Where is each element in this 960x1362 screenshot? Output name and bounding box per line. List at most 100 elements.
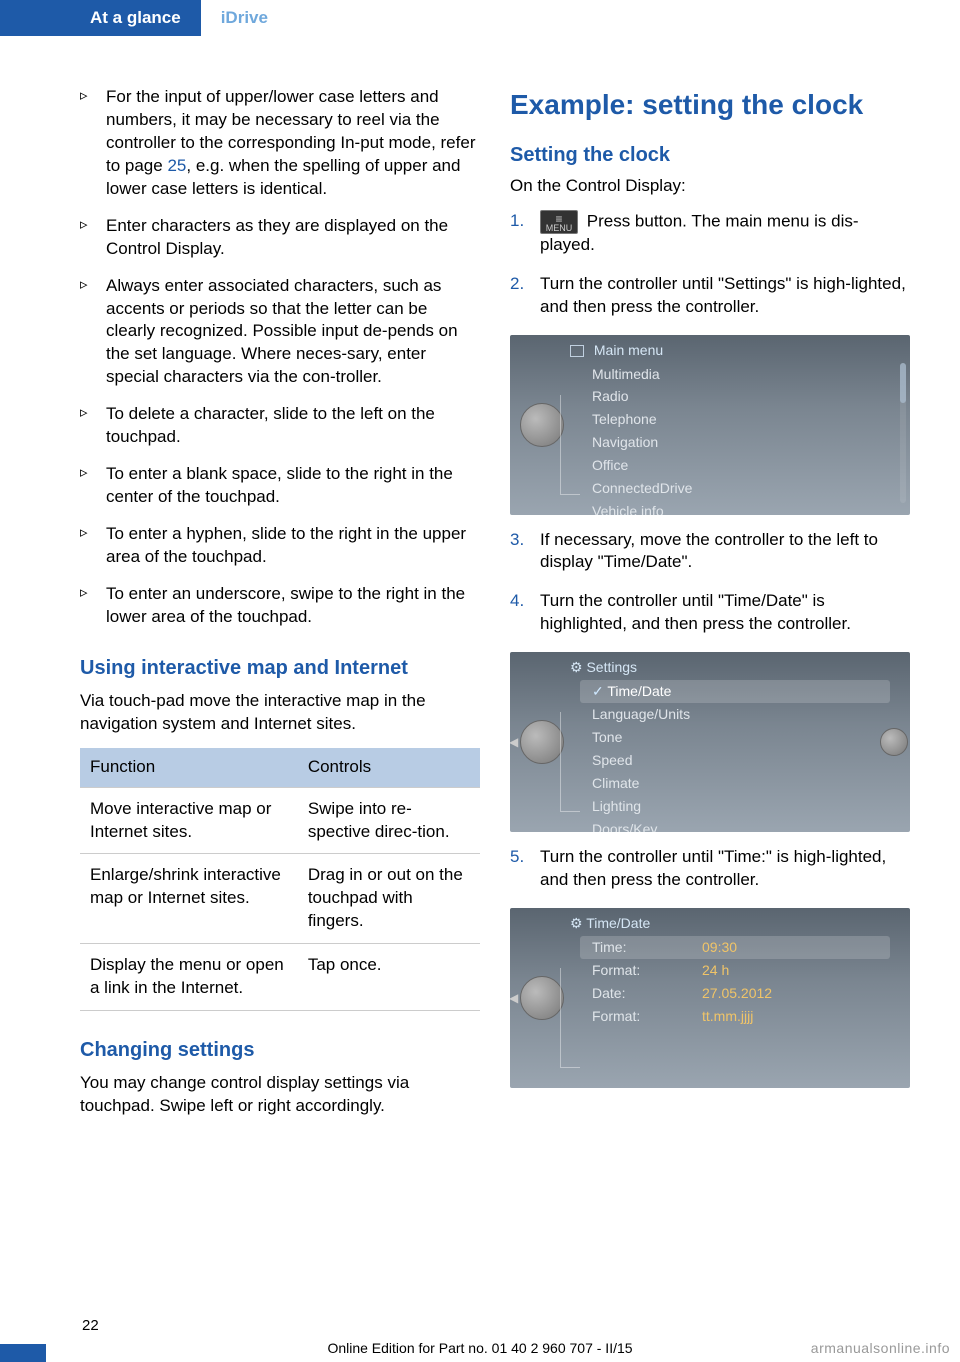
bullet-item: To delete a character, slide to the left… xyxy=(80,403,480,449)
bullet-item: To enter a hyphen, slide to the right in… xyxy=(80,523,480,569)
page-header: At a glance iDrive xyxy=(0,0,960,36)
header-subsection: iDrive xyxy=(201,0,960,36)
intro-text: On the Control Display: xyxy=(510,175,910,198)
bullet-list: For the input of upper/lower case letter… xyxy=(80,86,480,629)
settings-item: Climate xyxy=(580,772,890,795)
table-row: Enlarge/shrink interactive map or Intern… xyxy=(80,854,480,944)
menu-item: Telephone xyxy=(580,408,890,431)
page-footer: 22 Online Edition for Part no. 01 40 2 9… xyxy=(0,1314,960,1362)
paragraph-map: Via touch-pad move the interactive map i… xyxy=(80,690,480,736)
idrive-screen-time-date: ⚙ Time/Date Time:09:30Format:24 hDate:27… xyxy=(510,908,910,1088)
menu-item: Navigation xyxy=(580,431,890,454)
time-date-row: Format:24 h xyxy=(580,959,890,982)
menu-item: ConnectedDrive xyxy=(580,477,890,500)
settings-item: Tone xyxy=(580,726,890,749)
row-value: tt.mm.jjjj xyxy=(702,1007,753,1026)
bullet-item: Enter characters as they are displayed o… xyxy=(80,215,480,261)
step-2-text: Turn the controller until "Settings" is … xyxy=(540,274,906,316)
manual-page: At a glance iDrive For the input of uppe… xyxy=(0,0,960,1362)
content-columns: For the input of upper/lower case letter… xyxy=(0,36,960,1130)
row-label: Time: xyxy=(592,938,702,957)
time-date-list: Time:09:30Format:24 hDate:27.05.2012Form… xyxy=(580,936,890,1028)
screen-title-text: Main menu xyxy=(594,342,663,358)
step-5-text: Turn the controller until "Time:" is hig… xyxy=(540,847,886,889)
menu-item: Radio xyxy=(580,385,890,408)
menu-list: MultimediaRadioTelephoneNavigationOffice… xyxy=(580,363,890,515)
scrollbar xyxy=(900,363,906,503)
idrive-screen-settings: ⚙ Settings Time/DateLanguage/UnitsToneSp… xyxy=(510,652,910,832)
right-column: Example: setting the clock Setting the c… xyxy=(510,86,910,1130)
step-4: Turn the controller until "Time/Date" is… xyxy=(510,590,910,636)
controller-knob-icon xyxy=(520,976,564,1020)
menu-item: Multimedia xyxy=(580,363,890,386)
bullet-item: To enter a blank space, slide to the rig… xyxy=(80,463,480,509)
settings-item: Doors/Key xyxy=(580,818,890,833)
steps-list-3: Turn the controller until "Time:" is hig… xyxy=(510,846,910,892)
table-cell: Tap once. xyxy=(298,944,480,1011)
controller-knob-icon xyxy=(520,720,564,764)
step-2: Turn the controller until "Settings" is … xyxy=(510,273,910,319)
gear-icon: ⚙ xyxy=(570,915,586,931)
connector-line xyxy=(560,968,580,1068)
menu-button-icon: MENU xyxy=(540,210,578,234)
idrive-screen-main-menu: Main menu MultimediaRadioTelephoneNaviga… xyxy=(510,335,910,515)
row-value: 27.05.2012 xyxy=(702,984,772,1003)
menu-title-icon xyxy=(570,345,584,357)
step-3: If necessary, move the controller to the… xyxy=(510,529,910,575)
paragraph-change: You may change control display settings … xyxy=(80,1072,480,1118)
table-body: Move interactive map or Internet sites.S… xyxy=(80,787,480,1011)
table-cell: Enlarge/shrink interactive map or Intern… xyxy=(80,854,298,944)
row-value: 24 h xyxy=(702,961,729,980)
table-header-cell: Controls xyxy=(298,748,480,787)
page-number: 22 xyxy=(82,1317,99,1334)
header-section: At a glance xyxy=(0,0,201,36)
time-date-row: Format:tt.mm.jjjj xyxy=(580,1005,890,1028)
left-column: For the input of upper/lower case letter… xyxy=(80,86,480,1130)
settings-item: Lighting xyxy=(580,795,890,818)
table-row: Display the menu or open a link in the I… xyxy=(80,944,480,1011)
page-reference-link[interactable]: 25 xyxy=(167,156,186,175)
settings-item: Speed xyxy=(580,749,890,772)
bullet-item: For the input of upper/lower case letter… xyxy=(80,86,480,201)
time-date-row: Date:27.05.2012 xyxy=(580,982,890,1005)
row-label: Format: xyxy=(592,1007,702,1026)
screen-title-text: Time/Date xyxy=(586,915,650,931)
steps-list: MENU Press button. The main menu is dis‐… xyxy=(510,210,910,319)
menu-item: Vehicle info xyxy=(580,500,890,515)
row-value: 09:30 xyxy=(702,938,737,957)
screen-title: ⚙ Settings xyxy=(570,658,637,677)
connector-line xyxy=(560,395,580,495)
heading-example: Example: setting the clock xyxy=(510,86,910,124)
settings-list: Time/DateLanguage/UnitsToneSpeedClimateL… xyxy=(580,680,890,832)
watermark: armanualsonline.info xyxy=(811,1340,950,1356)
bullet-item: To enter an underscore, swipe to the rig… xyxy=(80,583,480,629)
table-cell: Display the menu or open a link in the I… xyxy=(80,944,298,1011)
settings-item: Time/Date xyxy=(580,680,890,703)
settings-item: Language/Units xyxy=(580,703,890,726)
function-table: FunctionControls Move interactive map or… xyxy=(80,748,480,1012)
heading-map: Using interactive map and Internet xyxy=(80,655,480,682)
table-cell: Drag in or out on the touchpad with fing… xyxy=(298,854,480,944)
time-date-row: Time:09:30 xyxy=(580,936,890,959)
menu-item: Office xyxy=(580,454,890,477)
heading-change: Changing settings xyxy=(80,1037,480,1064)
step-4-text: Turn the controller until "Time/Date" is… xyxy=(540,591,851,633)
step-3-text: If necessary, move the controller to the… xyxy=(540,530,878,572)
table-cell: Move interactive map or Internet sites. xyxy=(80,787,298,854)
row-label: Date: xyxy=(592,984,702,1003)
table-row: Move interactive map or Internet sites.S… xyxy=(80,787,480,854)
screen-title: Main menu xyxy=(570,341,663,360)
table-header-cell: Function xyxy=(80,748,298,787)
connector-line xyxy=(560,712,580,812)
steps-list-2: If necessary, move the controller to the… xyxy=(510,529,910,637)
step-5: Turn the controller until "Time:" is hig… xyxy=(510,846,910,892)
bullet-item: Always enter associated characters, such… xyxy=(80,275,480,390)
screen-title: ⚙ Time/Date xyxy=(570,914,650,933)
table-header-row: FunctionControls xyxy=(80,748,480,787)
step-1-text: Press button. The main menu is dis‐playe… xyxy=(540,211,859,254)
step-1: MENU Press button. The main menu is dis‐… xyxy=(510,210,910,257)
table-cell: Swipe into re‐spective direc‐tion. xyxy=(298,787,480,854)
heading-setting-clock: Setting the clock xyxy=(510,142,910,169)
screen-title-text: Settings xyxy=(586,659,637,675)
gear-icon: ⚙ xyxy=(570,659,586,675)
